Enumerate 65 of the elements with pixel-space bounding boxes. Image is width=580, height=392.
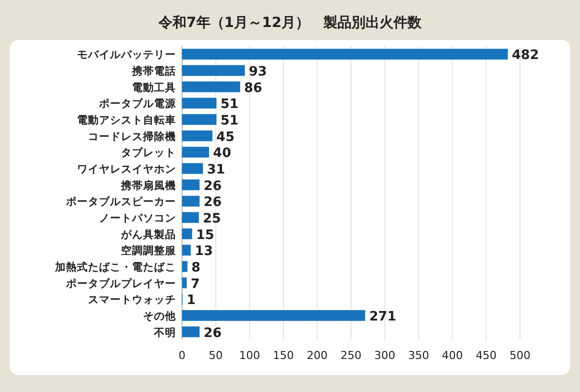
bar (182, 244, 191, 256)
y-tick-label: ポータブルプレイヤー (65, 276, 176, 290)
data-label: 13 (194, 244, 213, 260)
data-label: 26 (204, 326, 222, 341)
data-label: 86 (244, 80, 262, 96)
x-tick-label: 250 (340, 349, 362, 362)
data-label: 15 (196, 228, 214, 243)
data-label: 93 (248, 64, 267, 80)
y-tick-label: スマートウォッチ (88, 294, 176, 306)
bar (182, 98, 216, 109)
bar (182, 326, 200, 338)
x-tick-label: 100 (239, 349, 260, 362)
y-tick-label: 携帯電話 (131, 64, 176, 78)
bar (182, 196, 200, 207)
y-tick-label: ノートパソコン (99, 212, 176, 224)
y-tick-label: タブレット (121, 146, 176, 160)
bar (182, 212, 199, 223)
bar (182, 146, 210, 158)
data-label: 40 (213, 146, 232, 162)
bar (182, 81, 240, 92)
bar (182, 261, 188, 272)
bar (182, 228, 192, 240)
data-label: 51 (220, 114, 239, 128)
data-label: 25 (202, 212, 221, 226)
bar (182, 310, 366, 321)
y-tick-label: コードレス掃除機 (88, 130, 176, 143)
data-label: 271 (369, 310, 396, 324)
data-label: 45 (216, 130, 235, 145)
y-tick-label: 加熱式たばこ・電たばこ (54, 260, 176, 274)
y-tick-label: がん具製品 (120, 228, 176, 241)
bar (182, 114, 216, 125)
y-tick-label: 電動工具 (132, 80, 176, 94)
y-tick-label: ワイヤレスイヤホン (77, 164, 176, 176)
bar (182, 163, 203, 174)
y-tick-label: ポータブルスピーカー (65, 195, 176, 208)
x-tick-label: 150 (272, 349, 294, 362)
x-tick-label: 450 (476, 349, 497, 362)
x-tick-label: 50 (208, 349, 223, 362)
data-label: 51 (220, 97, 239, 112)
x-tick-label: 0 (178, 349, 186, 362)
x-tick-label: 500 (510, 349, 530, 362)
y-tick-label: その他 (143, 310, 177, 322)
bar (182, 48, 508, 60)
data-label: 26 (204, 195, 222, 210)
bar (182, 179, 200, 190)
x-tick-label: 200 (306, 349, 328, 362)
y-tick-label: 携帯扇風機 (120, 178, 176, 192)
x-tick-label: 350 (408, 349, 430, 362)
data-label: 8 (191, 260, 200, 276)
y-tick-label: モバイルバッテリー (77, 49, 176, 62)
data-label: 1 (186, 293, 196, 308)
y-tick-label: 不明 (153, 326, 176, 339)
y-tick-label: 空調調整服 (121, 244, 177, 258)
data-label: 482 (512, 48, 539, 64)
data-label: 7 (190, 276, 200, 292)
bar (182, 277, 187, 288)
data-label: 26 (204, 178, 222, 194)
y-tick-label: ポータブル電源 (98, 97, 177, 110)
y-tick-label: 電動アシスト自転車 (77, 114, 176, 126)
bar (182, 65, 245, 76)
bar (182, 130, 212, 142)
x-tick-label: 300 (374, 349, 396, 362)
x-tick-label: 400 (442, 349, 463, 362)
chart-title: 令和7年（1月～12月） 製品別出火件数 (158, 15, 422, 31)
data-label: 31 (206, 162, 226, 178)
